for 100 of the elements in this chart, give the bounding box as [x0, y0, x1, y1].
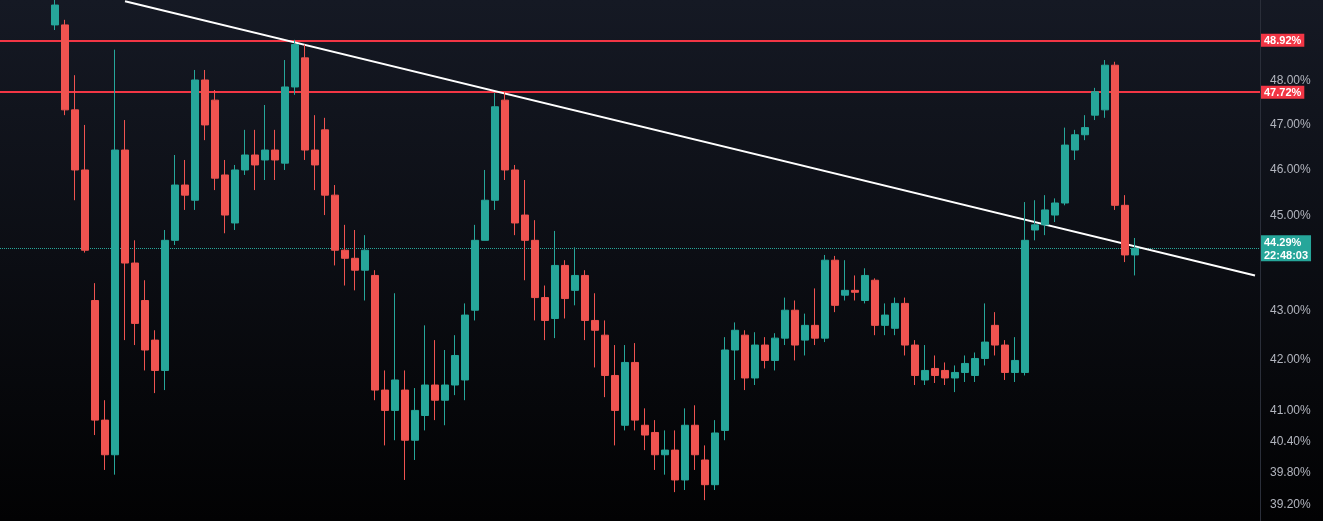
candlestick	[811, 287, 819, 346]
candlestick	[431, 339, 439, 421]
candlestick	[871, 277, 879, 336]
candlestick	[51, 0, 59, 31]
candlestick	[1111, 61, 1119, 211]
candlestick	[421, 324, 429, 431]
candlestick	[1031, 199, 1039, 241]
candlestick	[881, 302, 889, 336]
candlestick	[441, 349, 449, 426]
y-tick-label: 40.40%	[1270, 433, 1312, 448]
candlestick	[181, 159, 189, 211]
candlestick	[191, 69, 199, 211]
candlestick	[961, 354, 969, 383]
ref-line-label: 47.72%	[1264, 86, 1302, 99]
candlestick	[521, 179, 529, 281]
candlestick	[291, 39, 299, 96]
candlestick	[491, 92, 499, 211]
candlestick	[581, 269, 589, 341]
candlestick	[501, 91, 509, 181]
y-tick-label: 39.80%	[1270, 465, 1312, 480]
candlestick	[781, 297, 789, 346]
candlestick	[91, 282, 99, 436]
candlestick	[931, 354, 939, 384]
candlestick	[751, 331, 759, 386]
candlestick	[171, 154, 179, 246]
candlestick	[401, 369, 409, 481]
candlestick	[651, 419, 659, 471]
y-tick-label: 41.00%	[1270, 402, 1312, 417]
y-tick-label: 48.00%	[1270, 72, 1312, 87]
y-tick-label: 43.00%	[1270, 303, 1312, 318]
candlestick	[371, 269, 379, 401]
candlestick	[971, 351, 979, 383]
candlestick	[691, 404, 699, 471]
candlestick	[661, 429, 669, 476]
candlestick	[121, 119, 129, 341]
candlestick	[1001, 339, 1009, 381]
text: 22:48:03	[1264, 248, 1309, 261]
candlestick	[681, 407, 689, 491]
candlestick	[1011, 336, 1019, 383]
candlestick	[701, 444, 709, 501]
candlestick	[861, 267, 869, 304]
candlestick	[911, 339, 919, 386]
candlestick	[761, 336, 769, 369]
candlestick	[831, 255, 839, 313]
candlestick	[1101, 59, 1109, 119]
candlestick	[561, 259, 569, 319]
candlestick	[381, 369, 389, 446]
candlestick	[261, 104, 269, 181]
candlestick	[331, 184, 339, 266]
candlestick	[301, 44, 309, 161]
candlestick	[601, 319, 609, 398]
candlestick	[101, 399, 109, 471]
candlestick	[641, 407, 649, 451]
candlestick	[621, 344, 629, 431]
ref-line-label: 48.92%	[1264, 34, 1302, 47]
candlestick	[941, 361, 949, 386]
candlestick	[851, 274, 859, 301]
candlestick	[721, 336, 729, 441]
candlestick	[991, 311, 999, 356]
candlestick	[741, 329, 749, 391]
candlestick	[901, 297, 909, 356]
ref-line-label: 44.29%	[1264, 235, 1302, 248]
candlestick	[671, 429, 679, 493]
candlestick	[1071, 129, 1079, 161]
candlestick	[341, 224, 349, 287]
candlestick	[541, 285, 549, 341]
candlestick	[821, 254, 829, 343]
candlestick	[891, 297, 899, 336]
y-tick-label: 42.00%	[1270, 352, 1312, 367]
candlestick	[531, 219, 539, 321]
candlestick	[61, 19, 69, 116]
candlestick	[71, 74, 79, 201]
candlestick	[1121, 194, 1129, 263]
candlestick	[1081, 114, 1089, 141]
candlestick	[241, 129, 249, 176]
candlestick	[791, 299, 799, 361]
candlestick	[251, 129, 259, 191]
candlestick	[1061, 127, 1069, 206]
candlestick	[141, 279, 149, 371]
candlestick	[511, 164, 519, 236]
candlestick	[131, 239, 139, 346]
candlestick	[631, 342, 639, 431]
candlestick	[451, 334, 459, 396]
y-tick-label: 46.00%	[1270, 162, 1312, 177]
candlestick	[311, 114, 319, 191]
candlestick	[221, 159, 229, 234]
candlestick	[981, 302, 989, 366]
candlestick	[231, 164, 239, 231]
candlestick	[801, 313, 809, 356]
candlestick	[211, 89, 219, 191]
candlestick	[921, 344, 929, 386]
candlestick	[271, 129, 279, 181]
candlestick	[351, 229, 359, 291]
candlestick	[731, 321, 739, 381]
y-tick-label: 47.00%	[1270, 117, 1312, 132]
candlestick	[591, 292, 599, 368]
candlestick	[771, 332, 779, 371]
candlestick	[951, 364, 959, 393]
candlestick	[81, 124, 89, 254]
candlestick	[841, 259, 849, 301]
